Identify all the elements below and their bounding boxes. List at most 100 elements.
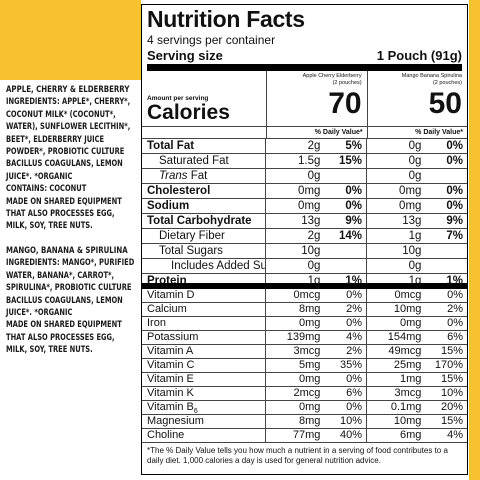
product-sub: (2 pouches)	[432, 79, 462, 86]
daily-value: 0%	[346, 401, 362, 413]
nutrient-label: Calcium	[142, 303, 265, 316]
nutrient-row: Total Carbohydrate 13g 9% 13g 9%	[142, 214, 467, 229]
nutrient-row: Includes Added Sugars 0g 0g	[142, 259, 467, 274]
value-column: 8mg 2%	[265, 303, 366, 316]
value-column: 3mcg 2%	[265, 345, 366, 358]
daily-value: 0%	[446, 200, 463, 212]
calories-label: Calories	[147, 101, 230, 124]
amount: 0mg	[298, 200, 321, 212]
daily-value: 0%	[345, 185, 362, 197]
label-text: Iron	[147, 317, 166, 329]
daily-value: 0%	[447, 289, 463, 301]
amount: 10mg	[393, 303, 422, 315]
product-name: Mango Banana Spirulina	[401, 73, 462, 79]
daily-value: 0%	[345, 200, 362, 212]
amount: 13g	[301, 215, 321, 227]
value-column: 0g	[366, 259, 467, 273]
amount: 0mg	[299, 317, 321, 329]
label-text: Vitamin K	[147, 387, 194, 399]
daily-value	[424, 259, 467, 273]
amount: 8mg	[299, 415, 321, 427]
label-text: Calcium	[147, 303, 187, 315]
amount: 3mcg	[394, 387, 422, 399]
nutrient-label: Vitamin E	[142, 373, 265, 386]
daily-value: 2%	[346, 303, 362, 315]
daily-value: 20%	[440, 401, 463, 413]
daily-value: 15%	[338, 155, 362, 167]
label-text: Choline	[147, 429, 185, 441]
daily-value: 0%	[446, 185, 463, 197]
value-column: 0mcg 0%	[366, 289, 467, 302]
title: Nutrition Facts	[147, 6, 305, 32]
nutrient-row: Vitamin B6 0mg 0% 0.1mg 20%	[142, 401, 467, 415]
ingredients: INGREDIENTS: MANGO*, PURIFIED WATER, BAN…	[6, 258, 135, 318]
daily-value: 170%	[434, 359, 463, 371]
daily-value: 1%	[446, 275, 463, 287]
nutrient-label: Magnesium	[142, 415, 265, 428]
amount: 0g	[307, 170, 321, 182]
nutrient-label: Iron	[142, 317, 265, 330]
daily-value: 4%	[346, 331, 362, 343]
nutrient-row: Vitamin C 5mg 35% 25mg 170%	[142, 359, 467, 373]
nutrient-row: Total Sugars 10g 10g	[142, 244, 467, 259]
ingredients: INGREDIENTS: APPLE*, CHERRY*, COCONUT MI…	[6, 97, 131, 182]
nutrient-row: Protein 1g 1% 1g 1%	[142, 274, 467, 289]
contains: CONTAINS: COCONUT	[6, 184, 87, 195]
dv-header: % Daily Value*	[266, 127, 366, 138]
yellow-strip	[469, 0, 480, 480]
amount: 6mg	[400, 429, 422, 441]
daily-value: 35%	[339, 359, 362, 371]
daily-value	[323, 169, 366, 183]
footnote: *The % Daily Value tells you how much a …	[147, 446, 448, 465]
value-column: 0mcg 0%	[265, 289, 366, 302]
daily-value	[323, 244, 366, 258]
nutrient-label: Total Fat	[142, 139, 265, 153]
amount: 10g	[301, 245, 321, 257]
nutrient-row: Calcium 8mg 2% 10mg 2%	[142, 303, 467, 317]
section-heading: APPLE, CHERRY & ELDERBERRY	[6, 85, 130, 95]
amount: 10g	[402, 245, 422, 257]
amount: 0g	[408, 170, 422, 182]
amount: 0g	[408, 260, 422, 272]
nutrient-row: Trans Fat 0g 0g	[142, 169, 467, 184]
value-column: 2g 5%	[265, 139, 366, 153]
label-text: Potassium	[147, 331, 199, 343]
amount: 0g	[408, 155, 422, 167]
nutrient-row: Total Fat 2g 5% 0g 0%	[142, 139, 467, 154]
spacer	[142, 127, 266, 138]
value-column: 1g 1%	[265, 274, 366, 287]
amount: 0mcg	[394, 289, 422, 301]
label-text: Cholesterol	[147, 185, 211, 197]
amount: 1g	[408, 275, 422, 287]
label-italic: Trans	[159, 170, 188, 182]
amount: 2g	[307, 230, 321, 242]
label-text: Total Sugars	[159, 245, 223, 257]
value-column: 0mg 0%	[265, 401, 366, 414]
daily-value	[424, 244, 467, 258]
value-column: 13g 9%	[265, 214, 366, 228]
amount: 5mg	[299, 359, 321, 371]
serving-size-label: Serving size	[147, 48, 223, 63]
amount: 0mg	[299, 373, 321, 385]
amount: 25mg	[393, 359, 422, 371]
amount: 1g	[408, 230, 422, 242]
value-column: 3mcg 10%	[366, 387, 467, 400]
value-column: 0mg 0%	[265, 317, 366, 330]
amount: 0mg	[399, 185, 422, 197]
ingredients-panel: APPLE, CHERRY & ELDERBERRY INGREDIENTS: A…	[6, 84, 137, 369]
nutrient-label: Saturated Fat	[142, 154, 265, 168]
daily-value: 9%	[345, 215, 362, 227]
daily-value	[323, 259, 366, 273]
nutrient-row: Saturated Fat 1.5g 15% 0g 0%	[142, 154, 467, 169]
value-column: 10mg 2%	[366, 303, 467, 316]
value-column: 10g	[366, 244, 467, 258]
nutrient-label: Potassium	[142, 331, 265, 344]
daily-value: 15%	[440, 415, 463, 427]
label-text: Vitamin B	[147, 401, 194, 413]
daily-value: 0%	[446, 140, 463, 152]
serving-size-value: 1 Pouch (91g)	[376, 48, 462, 63]
daily-value: 0%	[346, 317, 362, 329]
daily-value: 10%	[440, 387, 463, 399]
label-text: Fat	[190, 170, 208, 182]
daily-value: 40%	[339, 429, 362, 441]
